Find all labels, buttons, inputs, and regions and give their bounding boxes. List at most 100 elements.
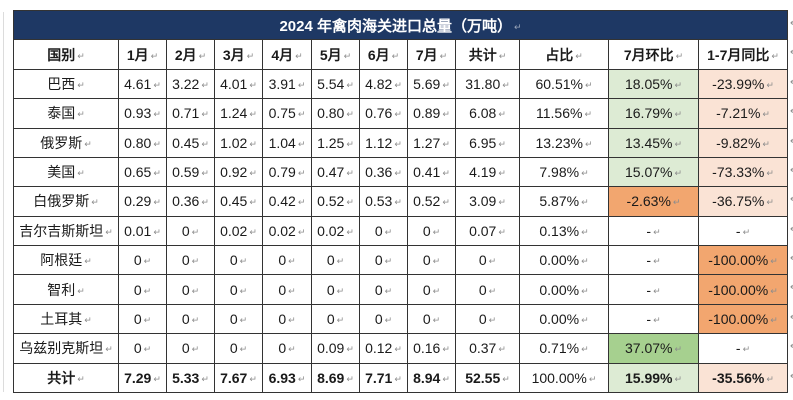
cell-text: 0.00% [539, 281, 580, 298]
paragraph-mark: ↵ [249, 197, 257, 208]
paragraph-mark: ↵ [201, 79, 209, 90]
paragraph-mark: ↵ [442, 197, 450, 208]
cell-text: 国别 [47, 46, 76, 63]
cell-text: 0.71 [172, 105, 200, 122]
cell-text: 0 [422, 222, 431, 239]
cell-month-7: 1.27 ↵ [407, 127, 456, 158]
row-label: 巴西 ↵ [13, 68, 119, 100]
cell-text: 0.53 [365, 193, 393, 210]
cell-yoy: -100.00% ↵ [697, 244, 789, 276]
paragraph-mark: ↵ [653, 285, 661, 296]
page-edge-line [3, 12, 4, 392]
paragraph-mark: ↵ [153, 168, 161, 179]
row-end-mark: ↵ [790, 371, 793, 382]
paragraph-mark: ↵ [297, 373, 306, 384]
cell-month-8: 0.07 ↵ [455, 215, 520, 247]
cell-month-2: 0 ↵ [166, 215, 215, 247]
cell-mom: - ↵ [608, 274, 699, 305]
row-end-mark: ↵ [790, 136, 793, 147]
cell-text: 0 [326, 310, 335, 327]
paragraph-mark: ↵ [442, 79, 450, 90]
paragraph-mark: ↵ [384, 256, 393, 267]
paragraph-mark: ↵ [336, 256, 345, 267]
table-title-row: 2024 年禽肉海关进口总量（万吨） ↵ [12, 9, 789, 41]
paragraph-mark: ↵ [239, 256, 248, 267]
cell-month-3: 0 ↵ [214, 303, 263, 335]
paragraph-mark: ↵ [295, 50, 303, 61]
cell-text: 0 [278, 281, 287, 298]
table-title-text: 2024 年禽肉海关进口总量（万吨） [279, 17, 513, 35]
cell-month-3: 0 ↵ [214, 274, 263, 305]
cell-text: 0 [181, 340, 190, 357]
cell-text: 8.69 [317, 369, 345, 386]
cell-month-5: 0 ↵ [311, 244, 360, 276]
paragraph-mark: ↵ [675, 50, 684, 61]
cell-month-3: 1.02 ↵ [214, 127, 263, 158]
paragraph-mark: ↵ [498, 168, 506, 179]
cell-text: 0.02 [268, 222, 296, 239]
cell-month-8: 6.08 ↵ [455, 98, 520, 129]
cell-text: 0.37 [469, 340, 497, 357]
row-label: 乌兹别克斯坦 ↵ [13, 333, 119, 364]
table-row: 阿根廷 ↵ 0 ↵ 0 ↵ 0 ↵ 0 ↵ 0 ↵ 0 ↵ 0 ↵ 0 ↵ 0.00% ↵ - ↵ -100.00% ↵ [13, 244, 789, 276]
cell-text: 7.98% [539, 164, 580, 181]
cell-yoy: -100.00% ↵ [697, 274, 789, 305]
paragraph-mark: ↵ [674, 344, 683, 355]
cell-text: 4月 [271, 46, 294, 63]
cell-month-2: 0.45 ↵ [166, 127, 215, 158]
cell-text: 0 [133, 281, 142, 298]
cell-month-6: 0.76 ↵ [359, 98, 408, 129]
cell-month-3: 0 ↵ [214, 333, 263, 364]
paragraph-mark: ↵ [502, 79, 510, 90]
table-header-row: 国别 ↵ 1月 ↵ 2月 ↵ 3月 ↵ 4月 ↵ 5月 ↵ 6月 ↵ 7月 ↵ 共计 ↵ 占比 ↵ 7月环比 ↵ 1-7月同… [13, 39, 789, 70]
cell-text: 0.13% [539, 222, 580, 239]
cell-text: 0.01 [124, 222, 152, 239]
cell-text: 0 [278, 252, 287, 269]
paragraph-mark: ↵ [394, 79, 402, 90]
paragraph-mark: ↵ [442, 138, 450, 149]
cell-yoy: -100.00% ↵ [697, 303, 789, 335]
cell-text: 0 [229, 310, 238, 327]
table-title: 2024 年禽肉海关进口总量（万吨） ↵ [12, 9, 789, 41]
paragraph-mark: ↵ [288, 344, 296, 355]
cell-text: 0.92 [220, 164, 248, 181]
paragraph-mark: ↵ [439, 50, 448, 61]
row-end-mark: ↵ [790, 165, 793, 176]
paragraph-mark: ↵ [766, 373, 774, 384]
paragraph-mark: ↵ [394, 373, 402, 384]
paragraph-mark: ↵ [249, 79, 257, 90]
cell-text: 31.80 [465, 75, 501, 92]
cell-text: 11.56% [536, 105, 583, 122]
paragraph-mark: ↵ [77, 285, 85, 296]
paragraph-mark: ↵ [442, 109, 450, 120]
cell-text: 0 [278, 340, 287, 357]
cell-text: 0.76 [365, 105, 393, 122]
cell-share: 100.00% ↵ [519, 362, 609, 393]
cell-month-7: 5.69 ↵ [407, 68, 456, 100]
table-row: 泰国 ↵ 0.93 ↵ 0.71 ↵ 1.24 ↵ 0.75 ↵ 0.80 ↵ 0.76 ↵ 0.89 ↵ 6.… [13, 98, 789, 129]
row-end-mark: ↵ [790, 341, 793, 352]
paragraph-mark: ↵ [498, 197, 506, 208]
column-header-2: 2月 ↵ [166, 39, 215, 70]
cell-text: 0 [374, 281, 383, 298]
paragraph-mark: ↵ [674, 138, 683, 149]
cell-text: 0 [478, 252, 487, 269]
paragraph-mark: ↵ [575, 50, 583, 61]
paragraph-mark: ↵ [201, 373, 209, 384]
paragraph-mark: ↵ [498, 344, 506, 355]
paragraph-mark: ↵ [653, 256, 661, 267]
row-label: 泰国 ↵ [13, 98, 119, 129]
cell-month-7: 0 ↵ [407, 303, 456, 335]
cell-text: 4.61 [124, 75, 152, 92]
cell-text: 4.19 [469, 164, 497, 181]
cell-text: 18.05% [624, 75, 673, 92]
paragraph-mark: ↵ [391, 50, 400, 61]
cell-text: 6月 [367, 46, 390, 63]
cell-month-8: 52.55 ↵ [455, 362, 520, 393]
cell-share: 0.00% ↵ [519, 303, 609, 335]
cell-month-3: 4.01 ↵ [214, 68, 263, 100]
paragraph-mark: ↵ [201, 168, 209, 179]
cell-text: 0 [181, 281, 190, 298]
cell-text: -2.63% [626, 193, 671, 210]
